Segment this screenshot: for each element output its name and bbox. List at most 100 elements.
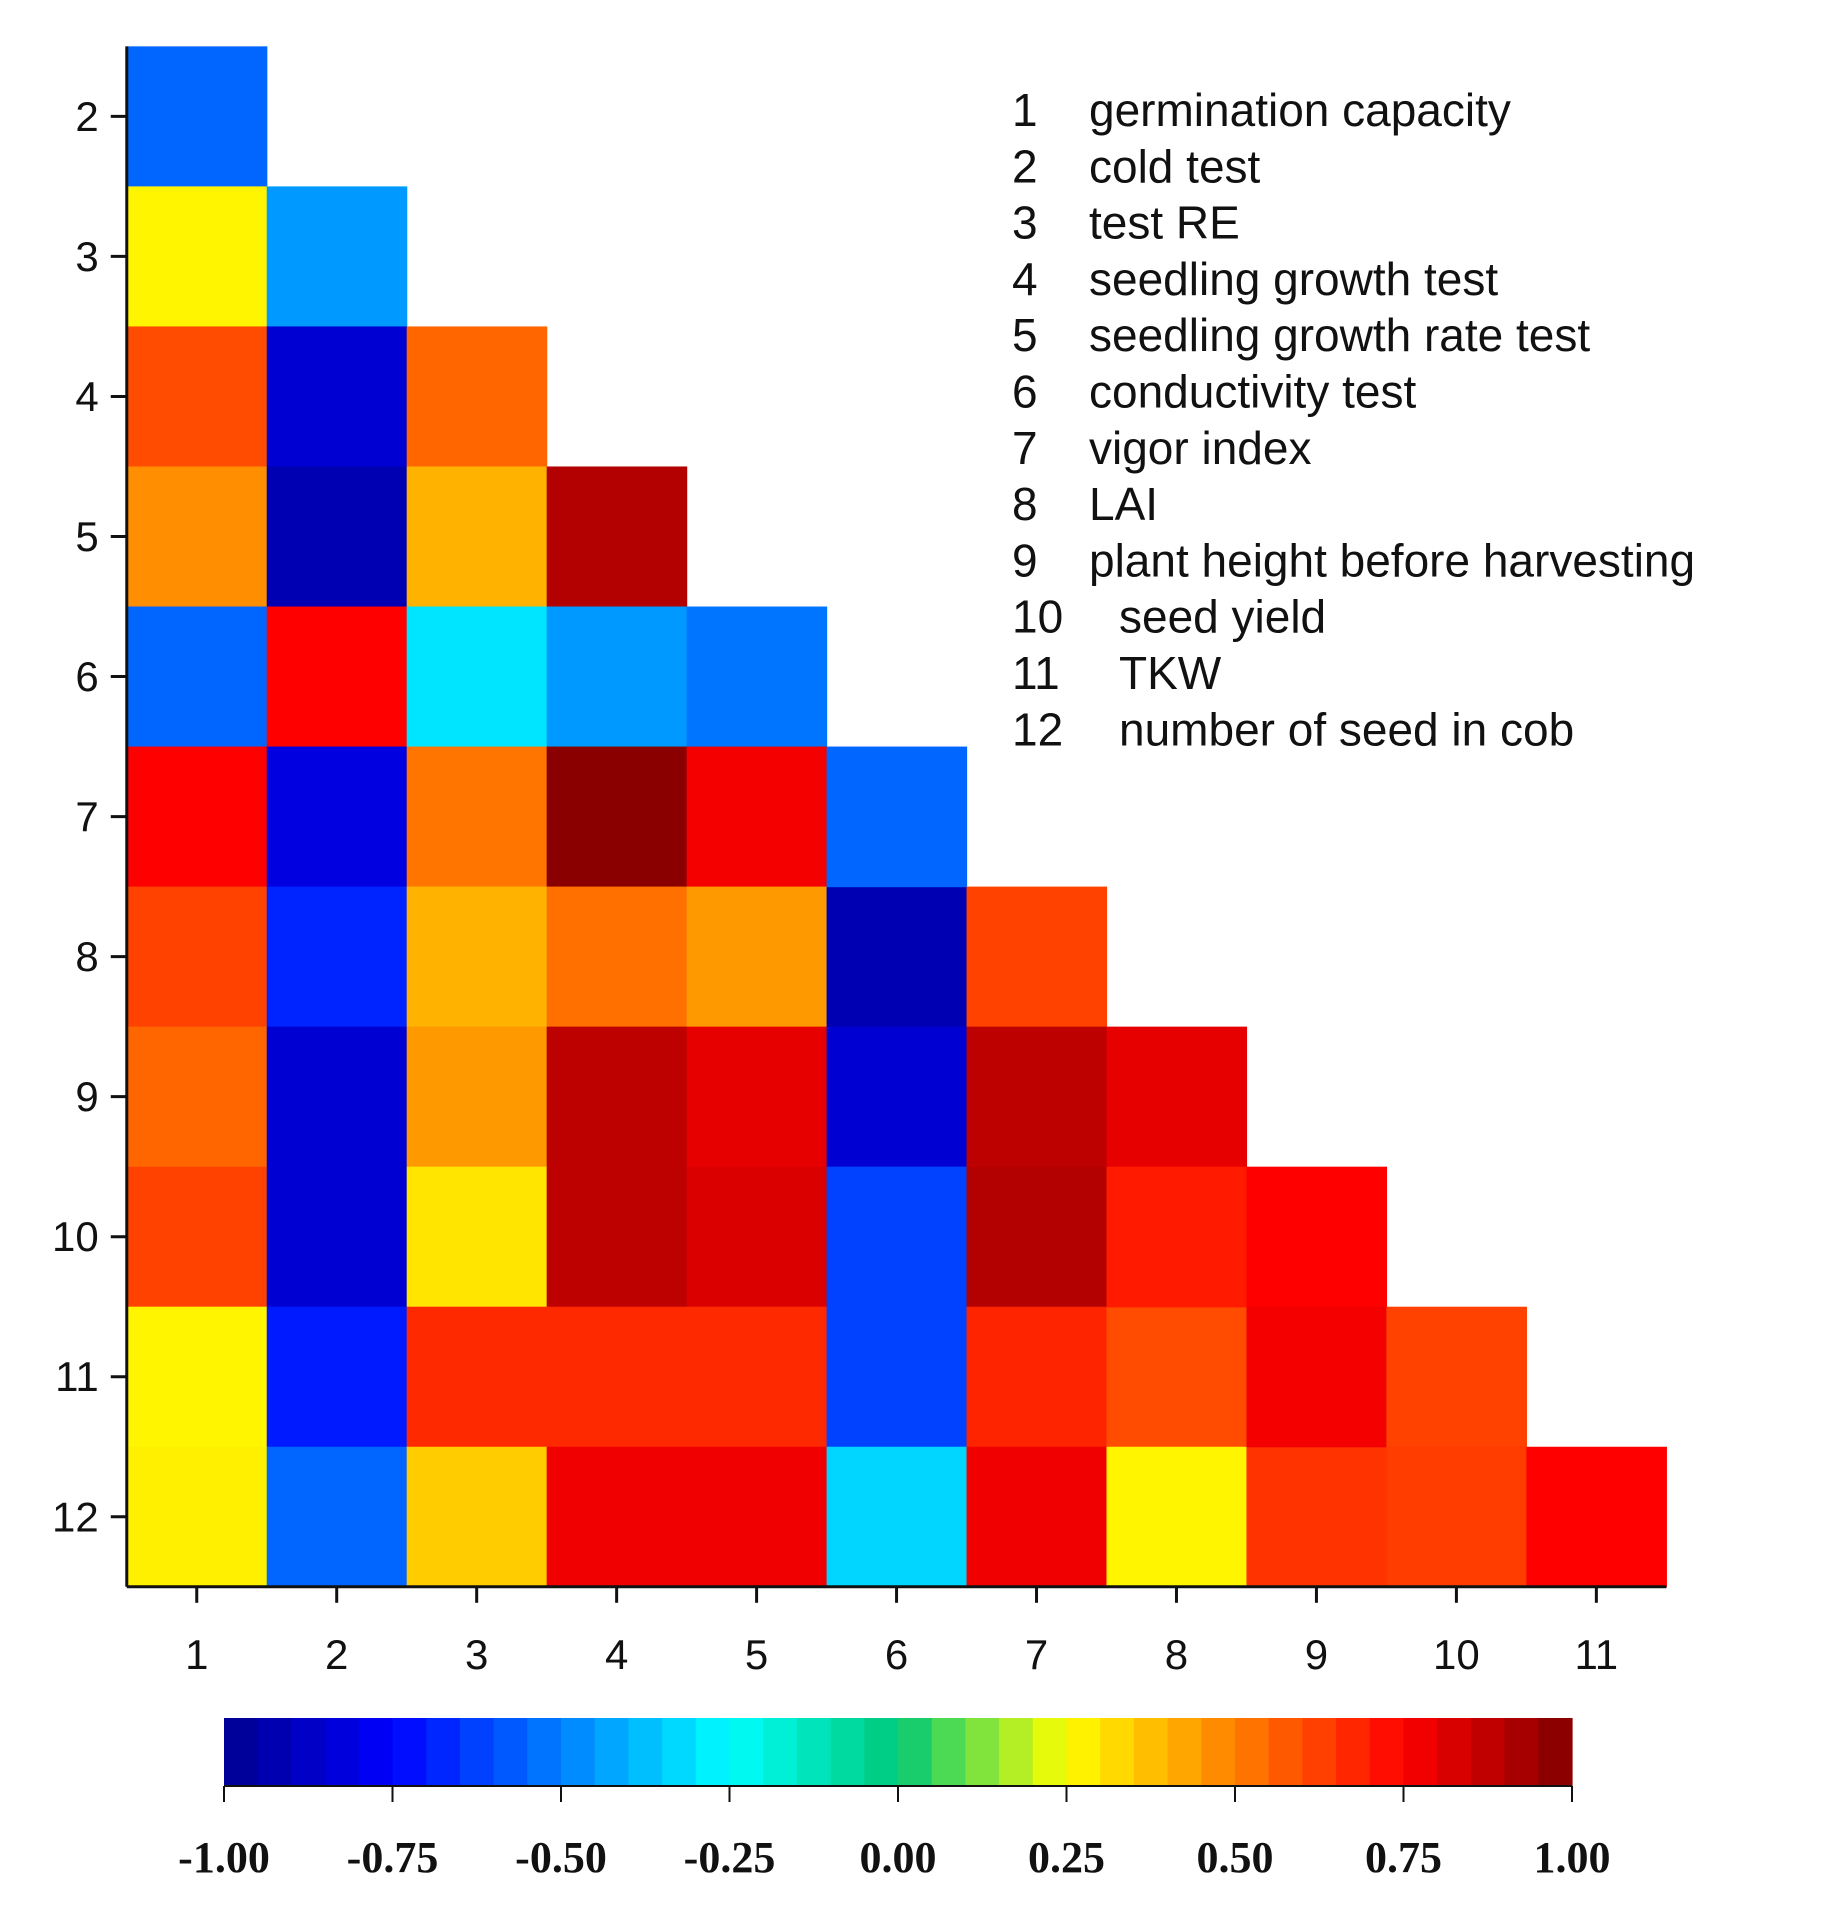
y-tick-label: 9 [75,1073,98,1120]
heatmap-cell [686,746,828,888]
heatmap-cells [126,46,1667,1588]
y-tick-label: 4 [75,373,98,420]
heatmap-cell [266,606,408,748]
colorbar-segment [1235,1718,1270,1786]
colorbar-segment [1437,1718,1472,1786]
heatmap-cell [406,1166,548,1308]
variable-legend: 1 germination capacity 2 cold test 3 test RE 4… [1012,84,1695,755]
legend-number: 5 [1012,309,1038,361]
legend-label: vigor index [1089,422,1311,474]
heatmap-cell [126,46,268,187]
legend-number: 1 [1012,84,1038,136]
heatmap-cell [1246,1166,1388,1308]
y-tick-label: 10 [52,1213,99,1260]
heatmap-cell [686,1026,828,1168]
heatmap-cell [126,886,268,1028]
heatmap-cell [966,1306,1108,1448]
y-tick-label: 2 [75,93,98,140]
colorbar-segment [695,1718,731,1786]
colorbar-segment [325,1718,360,1786]
x-axis-ticks: 1 2 3 4 5 6 7 8 9 10 11 [185,1586,1618,1678]
heatmap-cell [686,606,828,748]
x-tick-label: 10 [1433,1631,1480,1678]
colorbar-tick-label: 0.75 [1365,1833,1442,1882]
legend-label: seed yield [1119,591,1326,643]
heatmap-cell [266,1166,408,1308]
colorbar-tick-label: -0.75 [347,1833,439,1882]
colorbar-segment [527,1718,562,1786]
x-tick-label: 4 [605,1631,628,1678]
colorbar-segment [864,1718,899,1786]
legend-label: plant height before harvesting [1089,534,1695,586]
heatmap-cell [1246,1306,1388,1448]
colorbar-segment [1133,1718,1169,1786]
heatmap-cell [126,606,268,748]
colorbar: -1.00 -0.75 -0.50 -0.25 0.00 0.25 0.50 0.75 1.00 [178,1718,1611,1882]
legend-number: 11 [1012,647,1060,699]
colorbar-segment [763,1718,798,1786]
colorbar-segment [662,1718,697,1786]
colorbar-segment [999,1718,1034,1786]
legend-label: LAI [1089,478,1158,530]
heatmap-cell [1106,1446,1248,1588]
heatmap-cell [126,326,268,468]
heatmap-cell [1246,1446,1388,1588]
colorbar-segment [898,1718,933,1786]
heatmap-cell [266,326,408,468]
heatmap-cell [966,1446,1108,1588]
heatmap-cell [546,1026,688,1168]
heatmap-cell [406,1446,548,1588]
colorbar-segment [358,1718,394,1786]
heatmap-cell [546,886,688,1028]
x-tick-label: 5 [745,1631,768,1678]
heatmap-cell [546,466,688,608]
heatmap-cell [406,1026,548,1168]
colorbar-segment [1504,1718,1539,1786]
heatmap-cell [406,326,548,468]
colorbar-tick-label: 0.25 [1028,1833,1105,1882]
colorbar-tick-label: -0.50 [515,1833,607,1882]
heatmap-cell [126,466,268,608]
heatmap-cell [1106,1306,1248,1448]
y-tick-label: 7 [75,793,98,840]
legend-label: seedling growth test [1089,253,1498,305]
heatmap-cell [266,886,408,1028]
colorbar-segment [1403,1718,1438,1786]
heatmap-cell [546,606,688,748]
x-tick-label: 2 [325,1631,348,1678]
x-tick-label: 1 [185,1631,208,1678]
legend-number: 12 [1012,703,1063,755]
heatmap-cell [266,1446,408,1588]
colorbar-segment [594,1718,629,1786]
legend-label: number of seed in cob [1119,703,1574,755]
legend-label: test RE [1089,197,1240,249]
heatmap-cell [546,746,688,888]
colorbar-segment [1538,1718,1573,1786]
y-axis-ticks: 2 3 4 5 6 7 8 9 10 11 12 [52,93,127,1540]
colorbar-tick-label: 1.00 [1534,1833,1611,1882]
heatmap-cell [406,606,548,748]
y-tick-label: 6 [75,653,98,700]
colorbar-segment [729,1718,764,1786]
legend-number: 9 [1012,534,1038,586]
heatmap-cell [546,1306,688,1448]
heatmap-cell [826,1166,968,1308]
heatmap-cell [826,1306,968,1448]
colorbar-segment [291,1718,326,1786]
heatmap-cell [826,746,968,888]
heatmap-cell [406,886,548,1028]
heatmap-cell [266,1306,408,1448]
legend-label: TKW [1119,647,1222,699]
heatmap-cell [1386,1446,1527,1588]
heatmap-cell [406,746,548,888]
heatmap-cell [266,466,408,608]
heatmap-cell [686,1166,828,1308]
colorbar-segment [1167,1718,1202,1786]
colorbar-segment [1032,1718,1068,1786]
heatmap-cell [126,1306,268,1448]
colorbar-segment [830,1718,865,1786]
y-tick-label: 5 [75,513,98,560]
y-tick-label: 3 [75,233,98,280]
heatmap-cell [406,1306,548,1448]
